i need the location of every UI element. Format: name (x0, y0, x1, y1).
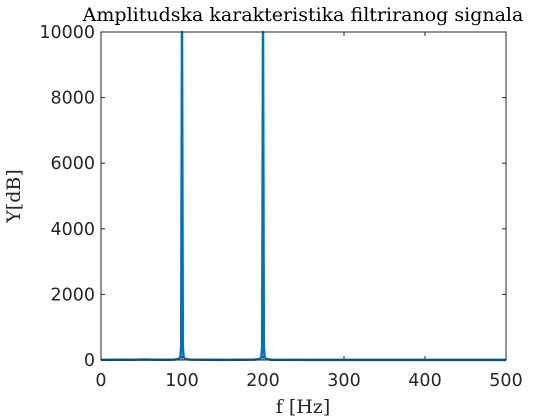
y-axis-label: Y[dB] (3, 169, 25, 224)
y-tick-label: 8000 (50, 89, 95, 109)
x-tick-label: 300 (327, 371, 360, 391)
x-tick-label: 400 (408, 371, 441, 391)
x-axis: 0 100 200 300 400 500 (95, 32, 523, 391)
x-tick-label: 0 (95, 371, 106, 391)
x-tick-label: 500 (489, 371, 522, 391)
x-axis-label: f [Hz] (276, 396, 330, 418)
y-tick-label: 6000 (50, 154, 95, 174)
y-tick-label: 2000 (50, 285, 95, 305)
y-axis: 0 2000 4000 6000 8000 10000 (39, 23, 506, 371)
x-tick-label: 100 (165, 371, 198, 391)
plot-frame (100, 31, 507, 361)
plot-area (101, 32, 506, 360)
y-tick-label: 4000 (50, 220, 95, 240)
x-tick-label: 200 (246, 371, 279, 391)
y-tick-label: 10000 (39, 23, 95, 43)
chart-title: Amplitudska karakteristika filtriranog s… (82, 4, 524, 26)
y-tick-label: 0 (84, 351, 95, 371)
